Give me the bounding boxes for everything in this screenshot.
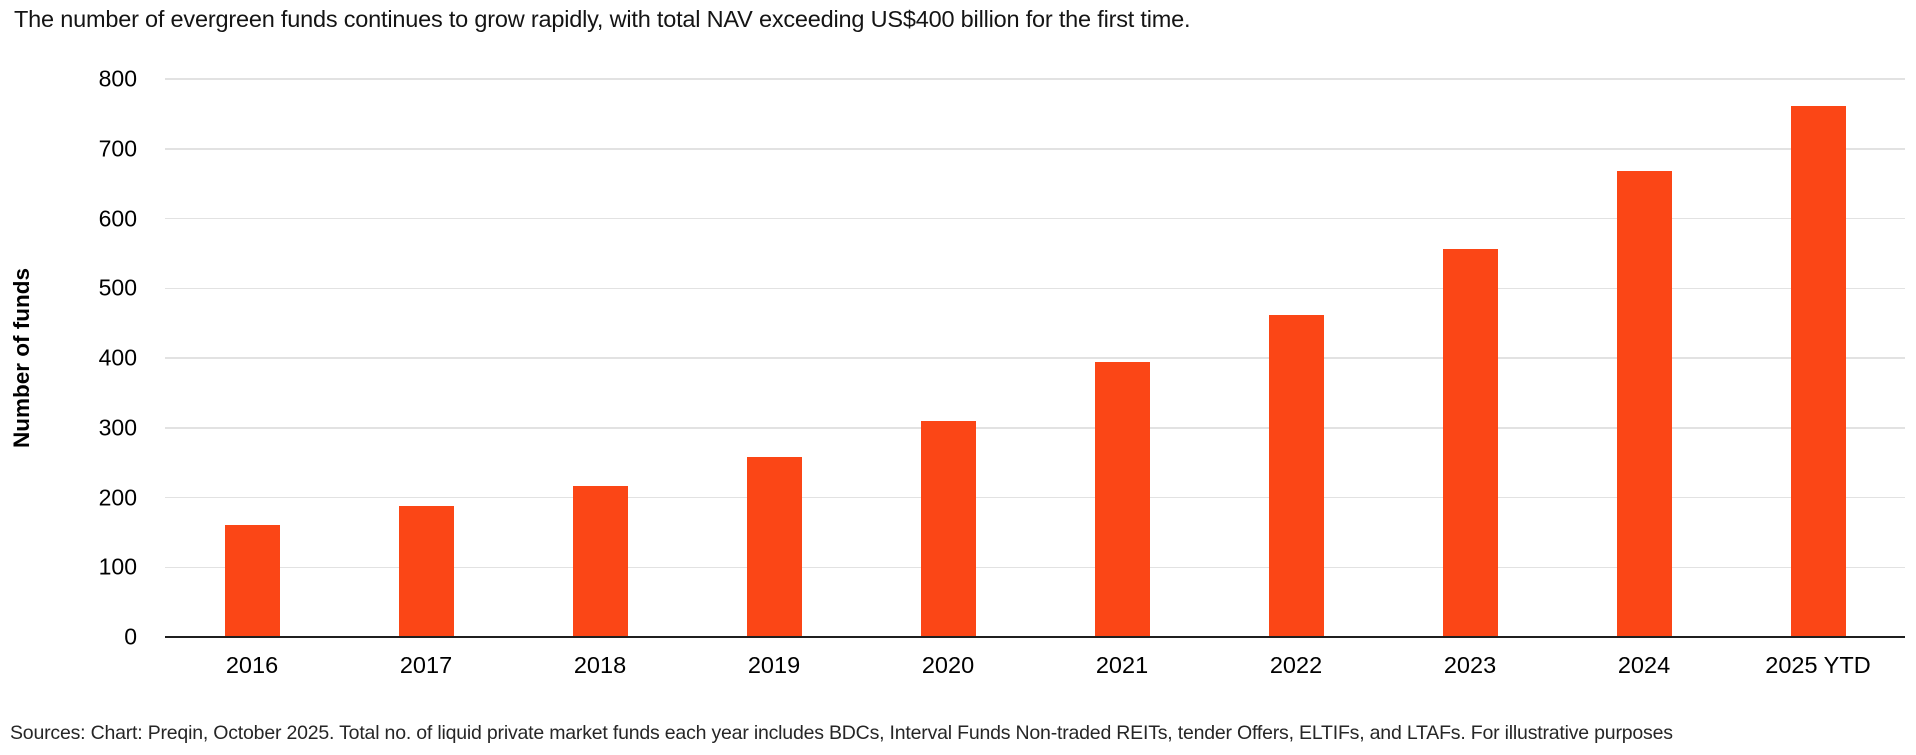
y-tick-label-400: 400	[98, 344, 137, 371]
gridline-800	[165, 78, 1905, 80]
bar-2022	[1268, 314, 1324, 637]
x-tick-label-2023: 2023	[1443, 652, 1497, 678]
x-tick-label-2018: 2018	[573, 652, 627, 678]
bar-2019	[746, 457, 802, 637]
y-tick-label-300: 300	[98, 414, 137, 441]
x-tick-label-2025 YTD: 2025 YTD	[1765, 652, 1871, 678]
x-tick-label-2019: 2019	[747, 652, 801, 678]
x-tick-label-2022: 2022	[1269, 652, 1323, 678]
bar-band-2022	[1209, 79, 1383, 637]
bar-band-2021	[1035, 79, 1209, 637]
gridline-100	[165, 566, 1905, 568]
x-tick-label-2021: 2021	[1095, 652, 1149, 678]
plot-area	[165, 78, 1905, 638]
bar-2024	[1616, 171, 1672, 637]
x-axis-line	[165, 635, 1905, 638]
bar-series	[165, 79, 1905, 637]
x-tick-label-2024: 2024	[1617, 652, 1671, 678]
bar-band-2025 YTD	[1731, 79, 1905, 637]
bar-2023	[1442, 249, 1498, 637]
bar-band-2024	[1557, 79, 1731, 637]
y-tick-label-200: 200	[98, 484, 137, 510]
gridline-400	[165, 357, 1905, 359]
y-tick-label-0: 0	[124, 623, 137, 650]
gridline-300	[165, 427, 1905, 429]
y-tick-label-700: 700	[98, 135, 137, 162]
bar-2020	[920, 420, 976, 637]
source-note: Sources: Chart: Preqin, October 2025. To…	[10, 722, 1673, 744]
gridline-200	[165, 496, 1905, 499]
y-axis-ticks: 0 100 200 300 400 500 600 700 800	[0, 66, 137, 650]
gridline-500	[165, 287, 1905, 289]
bar-band-2019	[687, 79, 861, 637]
bar-2017	[398, 505, 454, 637]
y-tick-label-800: 800	[98, 65, 137, 92]
bar-band-2020	[861, 79, 1035, 637]
y-tick-label-500: 500	[98, 274, 137, 301]
chart-title: The number of evergreen funds continues …	[14, 6, 1191, 32]
bar-2021	[1094, 362, 1150, 637]
x-tick-label-2017: 2017	[399, 652, 453, 678]
bar-band-2017	[339, 79, 513, 637]
bar-2025 YTD	[1790, 106, 1846, 637]
bar-band-2016	[165, 79, 339, 637]
bar-band-2023	[1383, 79, 1557, 637]
y-tick-label-100: 100	[98, 553, 137, 580]
x-axis-labels: 2016 2017 2018 2019 2020 2021 2022 2023 2024 2025…	[165, 652, 1905, 679]
gridline-700	[165, 148, 1905, 150]
bar-band-2018	[513, 79, 687, 637]
bar-2016	[224, 525, 280, 637]
bar-2018	[572, 486, 628, 637]
gridline-600	[165, 217, 1905, 220]
x-tick-label-2016: 2016	[225, 652, 279, 678]
x-tick-label-2020: 2020	[921, 652, 975, 678]
y-tick-label-600: 600	[98, 205, 137, 231]
